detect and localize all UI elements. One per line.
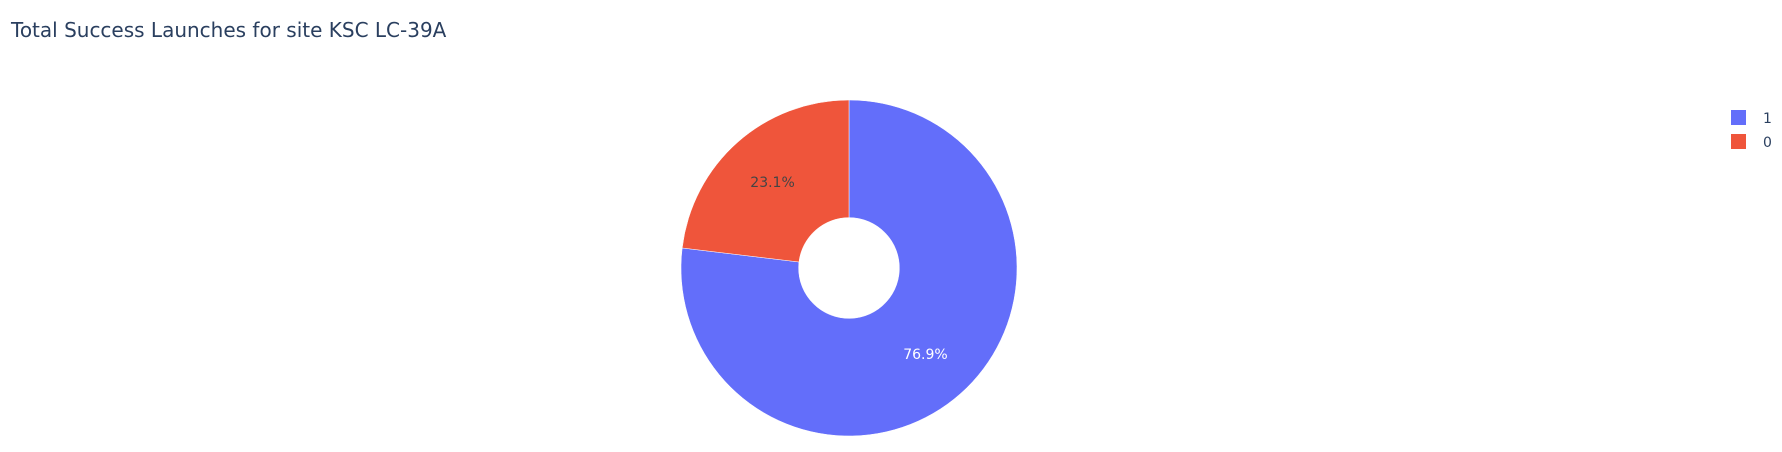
legend-swatch-1 (1731, 110, 1746, 125)
pie-slice-0[interactable] (681, 99, 850, 263)
legend-item-1[interactable]: 1 (1731, 110, 1772, 127)
pie-slices (680, 99, 1018, 437)
legend-label-1: 1 (1763, 111, 1772, 127)
legend-label-0: 0 (1763, 135, 1772, 151)
pie-slice-1[interactable] (680, 99, 1018, 437)
pie-slice-label-0: 23.1% (750, 175, 794, 191)
pie-slice-label-1: 76.9% (903, 347, 947, 363)
pie-slice-labels: 76.9% 23.1% (750, 175, 947, 363)
legend-item-0[interactable]: 0 (1731, 134, 1772, 151)
legend: 10 (1731, 110, 1772, 151)
chart-title: Total Success Launches for site KSC LC-3… (10, 18, 447, 42)
legend-swatch-0 (1731, 134, 1746, 149)
